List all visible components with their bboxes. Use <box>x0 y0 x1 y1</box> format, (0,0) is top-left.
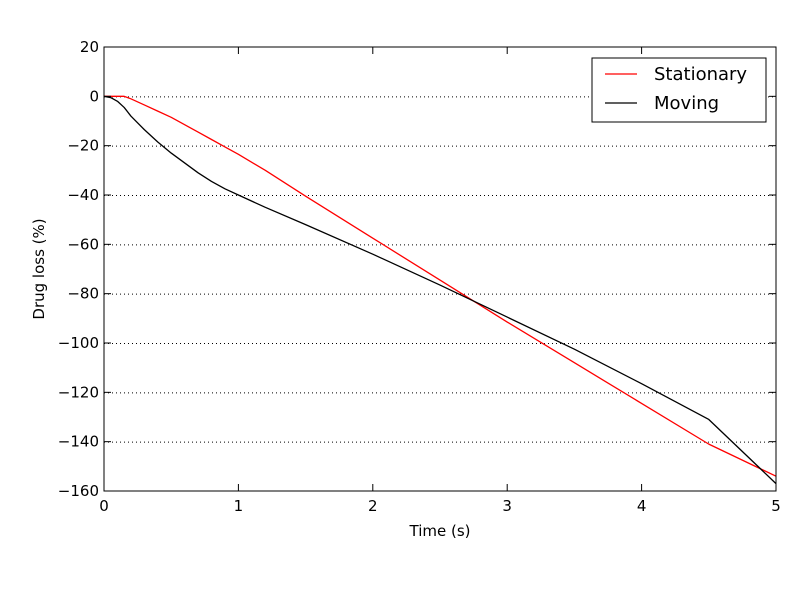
y-tick-label: −160 <box>58 482 99 500</box>
grid-layer <box>104 96 776 443</box>
x-tick-label: 2 <box>368 497 378 515</box>
x-tick-label: 3 <box>502 497 512 515</box>
y-tick-label: −40 <box>67 186 99 204</box>
y-tick-label: −100 <box>58 334 99 352</box>
x-tick-label: 0 <box>99 497 109 515</box>
y-tick-label: 20 <box>80 38 99 56</box>
x-tick-label: 1 <box>234 497 244 515</box>
legend-box <box>591 57 767 123</box>
tick-layer: 0 1 2 3 4 5 20 0 −20 −40 −60 −80 −100 −120 −140 −160 <box>58 38 781 515</box>
y-tick-label: −140 <box>58 433 99 451</box>
series-line-moving <box>103 95 777 485</box>
y-tick-label: −60 <box>67 235 99 253</box>
legend-label-moving: Moving <box>654 93 719 114</box>
y-tick-label: −20 <box>67 137 99 155</box>
legend-label-stationary: Stationary <box>654 64 747 85</box>
y-axis-label: Drug loss (%) <box>30 218 48 319</box>
y-tick-label: −80 <box>67 285 99 303</box>
plot-frame <box>103 46 777 492</box>
series-layer <box>103 95 777 485</box>
y-tick-label: −120 <box>58 383 99 401</box>
series-line-stationary <box>104 95 777 477</box>
x-tick-label: 4 <box>637 497 647 515</box>
x-axis-label: Time (s) <box>409 522 471 540</box>
x-tick-label: 5 <box>771 497 781 515</box>
legend: Stationary Moving <box>591 57 767 123</box>
y-tick-label: 0 <box>89 87 99 105</box>
